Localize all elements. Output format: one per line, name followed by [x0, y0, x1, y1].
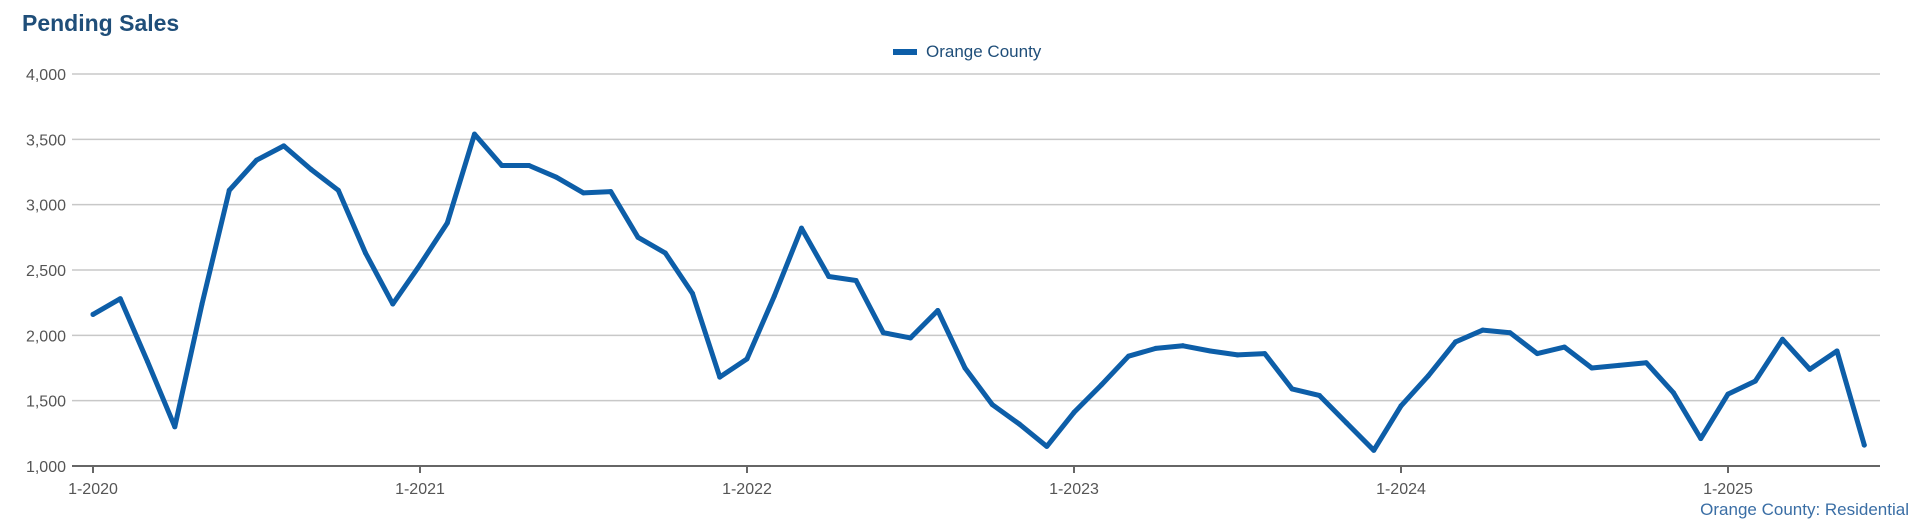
- data-point: [1071, 409, 1077, 415]
- y-tick-label: 1,500: [26, 394, 66, 411]
- data-point: [1017, 421, 1022, 427]
- data-point: [1861, 442, 1867, 448]
- series-layer: [90, 131, 1867, 453]
- data-point: [472, 131, 477, 137]
- data-point: [1207, 348, 1213, 354]
- data-point: [90, 311, 96, 317]
- data-point: [526, 162, 532, 168]
- data-point: [1126, 353, 1131, 359]
- data-point: [826, 274, 832, 280]
- data-point: [1807, 366, 1813, 372]
- data-point: [199, 301, 205, 307]
- data-point: [1589, 365, 1595, 371]
- data-point: [799, 225, 804, 231]
- data-point: [635, 234, 641, 240]
- data-point: [390, 301, 396, 307]
- data-point: [499, 162, 505, 168]
- y-tick-label: 2,000: [26, 328, 66, 345]
- x-tick-label: 1-2023: [1049, 481, 1099, 498]
- data-point: [771, 293, 777, 299]
- chart-legend: Orange County: [893, 42, 1041, 62]
- y-tick-label: 3,000: [26, 198, 66, 215]
- axes: 1,000 1,500 2,000 2,500 3,000 3,500 4,000 1-202…: [26, 67, 1880, 498]
- data-point: [1671, 390, 1676, 396]
- data-point: [1425, 373, 1431, 379]
- data-point: [1780, 336, 1785, 342]
- data-point: [581, 190, 586, 196]
- data-point: [1344, 420, 1349, 426]
- data-point: [308, 166, 314, 172]
- x-tick-label: 1-2021: [395, 481, 445, 498]
- data-point: [690, 291, 695, 297]
- y-tick-label: 3,500: [26, 132, 66, 149]
- y-tick-label: 4,000: [26, 67, 66, 84]
- data-point: [1371, 447, 1377, 453]
- data-point: [1235, 352, 1240, 358]
- data-point: [1098, 382, 1104, 388]
- series-line-orange-county: [90, 131, 1867, 453]
- data-point: [363, 250, 368, 256]
- x-tick-label: 1-2022: [722, 481, 772, 498]
- x-tick-label: 1-2025: [1703, 481, 1753, 498]
- data-point: [1180, 343, 1186, 349]
- x-tick-label: 1-2020: [68, 481, 118, 498]
- data-point: [1562, 344, 1567, 350]
- y-tick-label: 2,500: [26, 263, 66, 280]
- data-point: [1725, 391, 1731, 397]
- data-point: [1289, 386, 1295, 392]
- data-point: [853, 277, 859, 283]
- data-point: [335, 187, 341, 193]
- data-point: [1698, 436, 1704, 442]
- data-point: [744, 356, 750, 362]
- chart-title: Pending Sales: [22, 10, 180, 36]
- data-point: [608, 189, 614, 195]
- data-point: [962, 365, 968, 371]
- x-tick-label: 1-2024: [1376, 481, 1426, 498]
- data-point: [1480, 327, 1486, 333]
- data-point: [172, 424, 178, 430]
- data-point: [1316, 392, 1322, 398]
- data-point: [1453, 339, 1458, 345]
- data-point: [1398, 403, 1404, 409]
- data-point: [553, 174, 559, 180]
- data-point: [1752, 378, 1758, 384]
- grid-lines: [72, 73, 1880, 402]
- data-point: [1616, 362, 1622, 368]
- data-point: [1643, 360, 1649, 366]
- data-point: [1262, 351, 1268, 357]
- data-point: [1153, 345, 1159, 351]
- data-point: [908, 335, 913, 341]
- y-tick-label: 1,000: [26, 459, 66, 476]
- data-point: [254, 157, 259, 163]
- data-point: [226, 187, 232, 193]
- data-point: [989, 402, 995, 408]
- data-point: [1507, 330, 1513, 336]
- data-point: [444, 220, 450, 226]
- data-point: [117, 296, 123, 302]
- data-point: [417, 262, 423, 268]
- data-point: [880, 330, 886, 336]
- source-note: Orange County: Residential: [1700, 500, 1909, 519]
- data-point: [1834, 348, 1840, 354]
- data-point: [145, 358, 150, 364]
- data-point: [1044, 443, 1050, 449]
- data-point: [281, 143, 287, 149]
- legend-swatch: [893, 49, 917, 55]
- legend-label: Orange County: [926, 42, 1042, 61]
- data-point: [717, 374, 723, 380]
- data-point: [1534, 351, 1540, 357]
- data-point: [935, 308, 941, 314]
- data-point: [662, 250, 668, 256]
